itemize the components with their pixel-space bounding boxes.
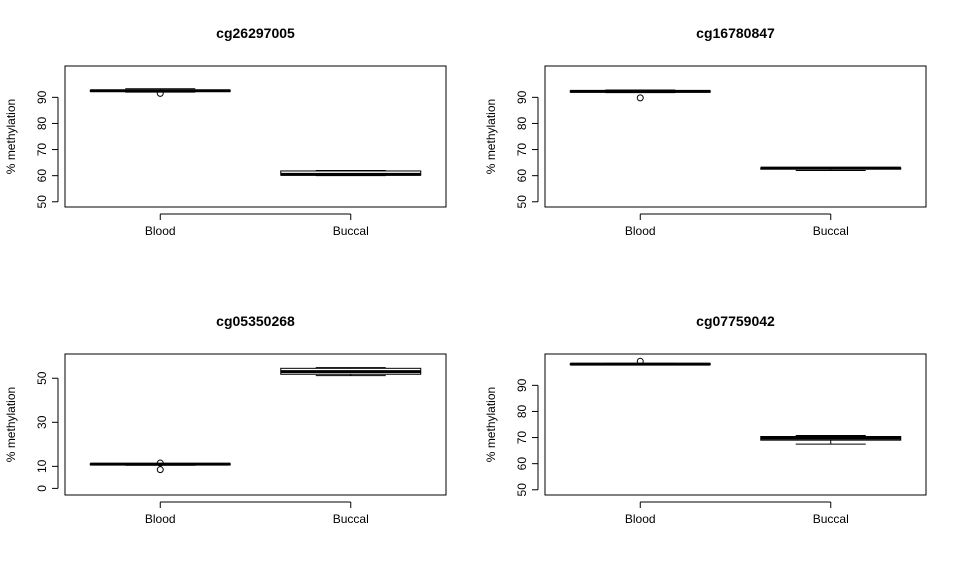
- y-tick-label: 70: [35, 143, 49, 157]
- y-axis-label: % methylation: [484, 99, 498, 174]
- x-tick-label: Buccal: [813, 512, 849, 526]
- outlier-point: [156, 466, 164, 474]
- x-tick-label: Blood: [625, 224, 656, 238]
- y-tick-label: 70: [515, 143, 529, 157]
- y-tick-label: 90: [515, 90, 529, 104]
- y-tick-label: 0: [35, 485, 49, 492]
- y-tick-label: 80: [515, 116, 529, 130]
- outlier-point: [636, 94, 644, 102]
- y-tick-label: 60: [35, 169, 49, 183]
- y-axis-label: % methylation: [4, 99, 18, 174]
- panel-title: cg16780847: [696, 25, 775, 41]
- x-tick-label: Blood: [625, 512, 656, 526]
- y-tick-label: 70: [515, 431, 529, 445]
- y-tick-label: 50: [35, 371, 49, 385]
- y-tick-label: 90: [35, 90, 49, 104]
- x-tick-label: Blood: [145, 224, 176, 238]
- y-tick-label: 50: [515, 195, 529, 209]
- x-tick-label: Buccal: [333, 224, 369, 238]
- y-tick-label: 80: [515, 404, 529, 418]
- outlier-point: [156, 459, 164, 467]
- plot-frame: [544, 65, 927, 208]
- outlier-point: [156, 89, 164, 97]
- y-axis-label: % methylation: [4, 387, 18, 462]
- plot-frame: [544, 353, 927, 496]
- y-tick-label: 90: [515, 378, 529, 392]
- plot-frame: [64, 65, 447, 208]
- plot-frame: [64, 353, 447, 496]
- y-axis-label: % methylation: [484, 387, 498, 462]
- panel-title: cg26297005: [216, 25, 295, 41]
- x-tick-label: Buccal: [813, 224, 849, 238]
- x-tick-label: Buccal: [333, 512, 369, 526]
- y-tick-label: 50: [515, 483, 529, 497]
- panel-title: cg05350268: [216, 313, 295, 329]
- y-tick-label: 60: [515, 169, 529, 183]
- panel-title: cg07759042: [696, 313, 775, 329]
- x-tick-label: Blood: [145, 512, 176, 526]
- y-tick-label: 30: [35, 415, 49, 429]
- y-tick-label: 50: [35, 195, 49, 209]
- y-tick-label: 60: [515, 457, 529, 471]
- y-tick-label: 10: [35, 459, 49, 473]
- y-tick-label: 80: [35, 116, 49, 130]
- outlier-point: [636, 357, 644, 365]
